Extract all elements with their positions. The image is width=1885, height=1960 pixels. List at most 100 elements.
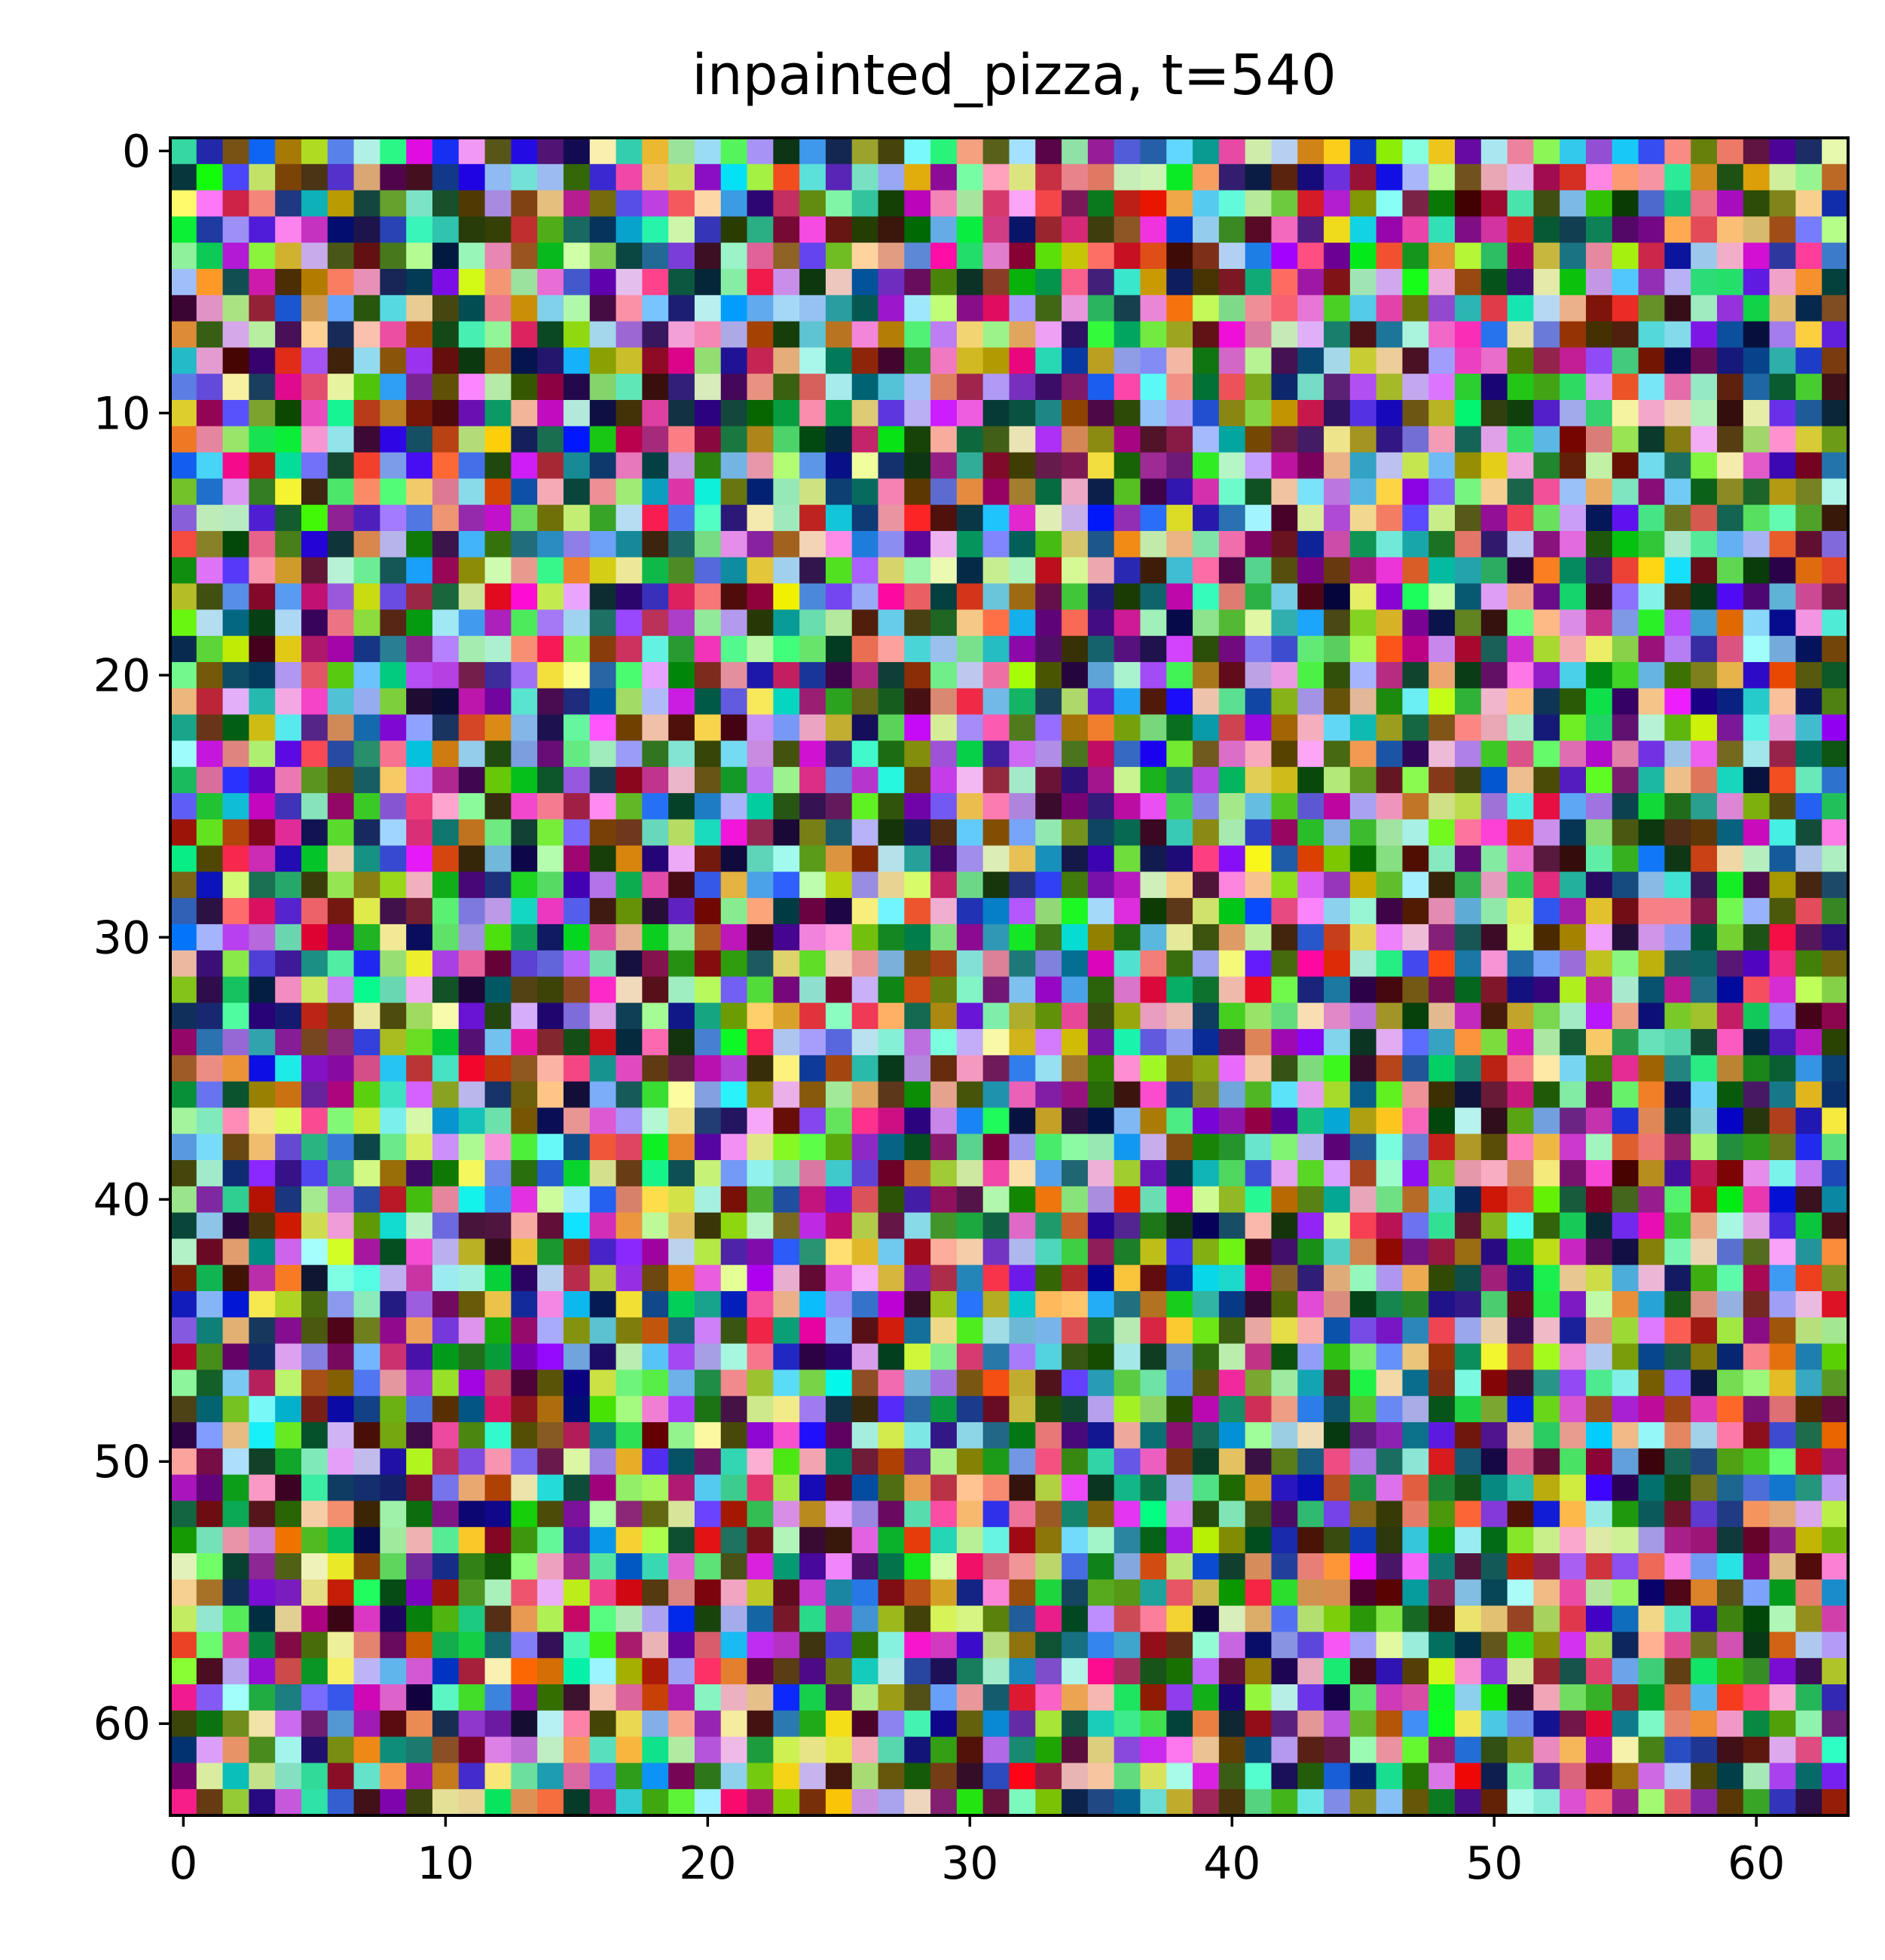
image-pixel — [249, 924, 276, 951]
image-pixel — [1062, 216, 1089, 243]
image-pixel — [851, 1134, 879, 1161]
image-pixel — [956, 950, 984, 978]
image-pixel — [1507, 1212, 1535, 1240]
image-pixel — [406, 1055, 433, 1082]
image-pixel — [1087, 1710, 1115, 1738]
image-pixel — [1402, 1369, 1429, 1397]
image-pixel — [1795, 583, 1822, 610]
image-pixel — [1612, 583, 1639, 610]
image-pixel — [1428, 1527, 1456, 1554]
image-pixel — [353, 1081, 380, 1109]
image-pixel — [353, 767, 380, 794]
image-pixel — [380, 321, 407, 348]
image-pixel — [301, 1736, 328, 1764]
image-pixel — [196, 399, 224, 427]
image-pixel — [563, 1789, 591, 1816]
image-pixel — [1166, 1527, 1193, 1554]
image-pixel — [668, 557, 695, 585]
image-pixel — [1218, 530, 1246, 558]
image-pixel — [773, 661, 800, 689]
image-pixel — [1769, 1579, 1797, 1607]
image-pixel — [249, 557, 276, 585]
image-pixel — [1533, 1422, 1560, 1449]
image-pixel — [1691, 636, 1718, 663]
image-pixel — [380, 1527, 407, 1554]
image-pixel — [1087, 1003, 1115, 1030]
image-pixel — [1245, 898, 1272, 925]
image-pixel — [511, 1579, 538, 1607]
image-pixel — [825, 243, 853, 270]
image-pixel — [301, 1081, 328, 1109]
image-pixel — [904, 1317, 931, 1345]
image-pixel — [1560, 1527, 1587, 1554]
image-pixel — [537, 1474, 564, 1502]
image-pixel — [1612, 347, 1639, 374]
image-pixel — [1822, 661, 1849, 689]
image-pixel — [1271, 1343, 1298, 1371]
image-pixel — [301, 688, 328, 716]
image-pixel — [1428, 1029, 1456, 1056]
image-pixel — [484, 1212, 512, 1240]
image-pixel — [982, 1186, 1010, 1214]
image-pixel — [1795, 347, 1822, 374]
image-pixel — [1166, 530, 1193, 558]
image-pixel — [1297, 1422, 1324, 1449]
image-pixel — [1691, 1448, 1718, 1476]
image-pixel — [1717, 268, 1744, 296]
image-pixel — [1612, 268, 1639, 296]
image-pixel — [1507, 190, 1535, 217]
image-pixel — [720, 1238, 748, 1265]
image-pixel — [1822, 374, 1849, 401]
image-pixel — [668, 295, 695, 322]
image-pixel — [353, 1186, 380, 1214]
image-pixel — [1297, 845, 1324, 872]
image-pixel — [222, 374, 249, 401]
image-pixel — [1166, 1736, 1193, 1764]
image-pixel — [1009, 714, 1036, 741]
image-pixel — [1062, 1343, 1089, 1371]
image-pixel — [1664, 1527, 1691, 1554]
image-pixel — [1402, 898, 1429, 925]
image-pixel — [904, 1658, 931, 1685]
image-pixel — [170, 688, 197, 716]
image-pixel — [1402, 1710, 1429, 1738]
image-pixel — [956, 1186, 984, 1214]
image-pixel — [851, 636, 879, 663]
image-pixel — [1455, 268, 1482, 296]
image-pixel — [301, 924, 328, 951]
image-pixel — [1349, 426, 1377, 453]
image-pixel — [275, 1448, 302, 1476]
image-pixel — [851, 1632, 879, 1659]
image-pixel — [458, 845, 486, 872]
image-pixel — [616, 872, 643, 899]
image-pixel — [1140, 1107, 1167, 1134]
image-pixel — [956, 426, 984, 453]
image-pixel — [904, 1763, 931, 1790]
image-pixel — [1140, 1684, 1167, 1711]
image-pixel — [458, 1265, 486, 1292]
image-pixel — [1349, 740, 1377, 768]
image-pixel — [694, 452, 722, 479]
image-pixel — [747, 1212, 774, 1240]
image-pixel — [1402, 1501, 1429, 1528]
image-pixel — [170, 819, 197, 847]
image-pixel — [1376, 898, 1404, 925]
image-pixel — [1638, 688, 1666, 716]
image-pixel — [825, 426, 853, 453]
image-pixel — [956, 872, 984, 899]
image-pixel — [904, 243, 931, 270]
image-pixel — [1193, 1134, 1220, 1161]
image-pixel — [353, 452, 380, 479]
image-pixel — [1166, 295, 1193, 322]
image-pixel — [1507, 426, 1535, 453]
image-pixel — [1062, 1474, 1089, 1502]
image-pixel — [1533, 1186, 1560, 1214]
image-pixel — [1009, 268, 1036, 296]
image-pixel — [1087, 1134, 1115, 1161]
image-pixel — [563, 976, 591, 1003]
image-pixel — [1533, 924, 1560, 951]
image-pixel — [1455, 1265, 1482, 1292]
image-pixel — [1297, 1317, 1324, 1345]
image-pixel — [1769, 1291, 1797, 1318]
image-pixel — [1402, 1107, 1429, 1134]
